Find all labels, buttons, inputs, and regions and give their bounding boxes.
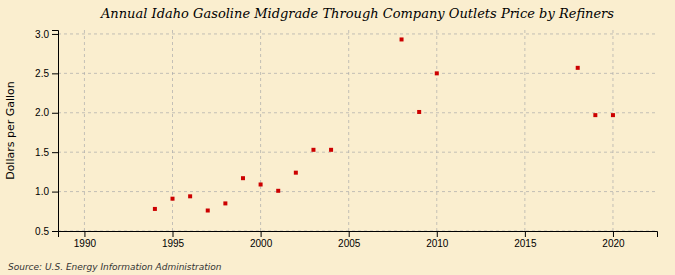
x-tick-mark — [437, 231, 438, 237]
y-tick: 2.0 — [35, 107, 58, 118]
point — [223, 201, 227, 205]
point — [435, 71, 439, 75]
y-tick: 2.5 — [35, 68, 58, 79]
x-tick: 2015 — [514, 231, 537, 249]
x-tick-label: 2010 — [426, 238, 449, 249]
y-tick: 0.5 — [35, 226, 58, 237]
grid-line-x — [612, 30, 613, 231]
point — [188, 194, 192, 198]
y-tick-label: 2.0 — [35, 107, 49, 118]
x-tick: 1995 — [162, 231, 185, 249]
y-tick-mark — [52, 73, 58, 74]
x-tick-mark — [525, 231, 526, 237]
point — [241, 176, 245, 180]
grid-line-y — [58, 191, 657, 192]
y-tick: 1.0 — [35, 186, 58, 197]
x-tick-label: 2020 — [602, 238, 625, 249]
background — [0, 0, 675, 275]
x-tick-label: 1990 — [74, 238, 97, 249]
grid-line-x — [436, 30, 437, 231]
x-tick-label: 1995 — [162, 238, 185, 249]
point — [206, 209, 210, 213]
point — [171, 197, 175, 201]
y-axis-line — [52, 31, 59, 232]
x-tick: 2000 — [250, 231, 273, 249]
grid-line-x — [260, 30, 261, 231]
grid-line-x — [84, 30, 85, 231]
x-axis-line — [59, 232, 658, 238]
grid-line-y — [58, 112, 657, 113]
x-tick-label: 2000 — [250, 238, 273, 249]
y-axis-title: Dollars per Gallon — [4, 81, 17, 180]
grid-line-x — [172, 30, 173, 231]
y-axis: 0.5 1.0 1.5 2.0 2.5 3.0 — [35, 29, 58, 237]
grid — [58, 30, 657, 231]
x-tick-label: 2005 — [338, 238, 361, 249]
y-tick-label: 1.0 — [35, 186, 49, 197]
point — [611, 113, 615, 117]
grid-line-y — [58, 152, 657, 153]
y-tick-mark — [52, 231, 58, 232]
y-tick-mark — [52, 192, 58, 193]
x-tick: 1990 — [74, 231, 97, 249]
x-axis: 1990 1995 2000 2005 2010 2015 2020 — [59, 231, 658, 249]
chart: 1990 1995 2000 2005 2010 2015 2020 0.5 1.0 1.5 2.0… — [0, 0, 675, 275]
grid-line-y — [58, 73, 657, 74]
y-tick-mark — [52, 113, 58, 114]
x-tick-mark — [613, 231, 614, 237]
y-tick: 3.0 — [35, 29, 58, 40]
point — [593, 113, 597, 117]
grid-line-y — [58, 33, 657, 34]
x-tick-label: 2015 — [514, 238, 537, 249]
grid-line-x — [524, 30, 525, 231]
x-tick-mark — [261, 231, 262, 237]
point — [400, 37, 404, 41]
y-tick-mark — [52, 34, 58, 35]
point — [259, 182, 263, 186]
point — [576, 66, 580, 70]
x-tick: 2010 — [426, 231, 449, 249]
point — [311, 148, 315, 152]
x-tick-mark — [84, 231, 85, 237]
x-tick: 2020 — [602, 231, 625, 249]
point — [153, 207, 157, 211]
y-tick-mark — [52, 152, 58, 153]
x-tick-mark — [349, 231, 350, 237]
x-tick: 2005 — [338, 231, 361, 249]
y-tick-label: 3.0 — [35, 29, 49, 40]
plot: 1990 1995 2000 2005 2010 2015 2020 0.5 1.0 1.5 2.0… — [35, 29, 657, 249]
y-tick-label: 1.5 — [35, 147, 49, 158]
point — [294, 171, 298, 175]
point — [417, 110, 421, 114]
y-tick-label: 0.5 — [35, 226, 49, 237]
title: Annual Idaho Gasoline Midgrade Through C… — [100, 6, 614, 21]
grid-line-x — [348, 30, 349, 231]
y-tick-label: 2.5 — [35, 68, 49, 79]
point — [276, 189, 280, 193]
annotation: Source: U.S. Energy Information Administ… — [8, 262, 222, 272]
point — [329, 148, 333, 152]
y-tick: 1.5 — [35, 147, 58, 158]
points — [153, 37, 615, 212]
x-tick-mark — [173, 231, 174, 237]
